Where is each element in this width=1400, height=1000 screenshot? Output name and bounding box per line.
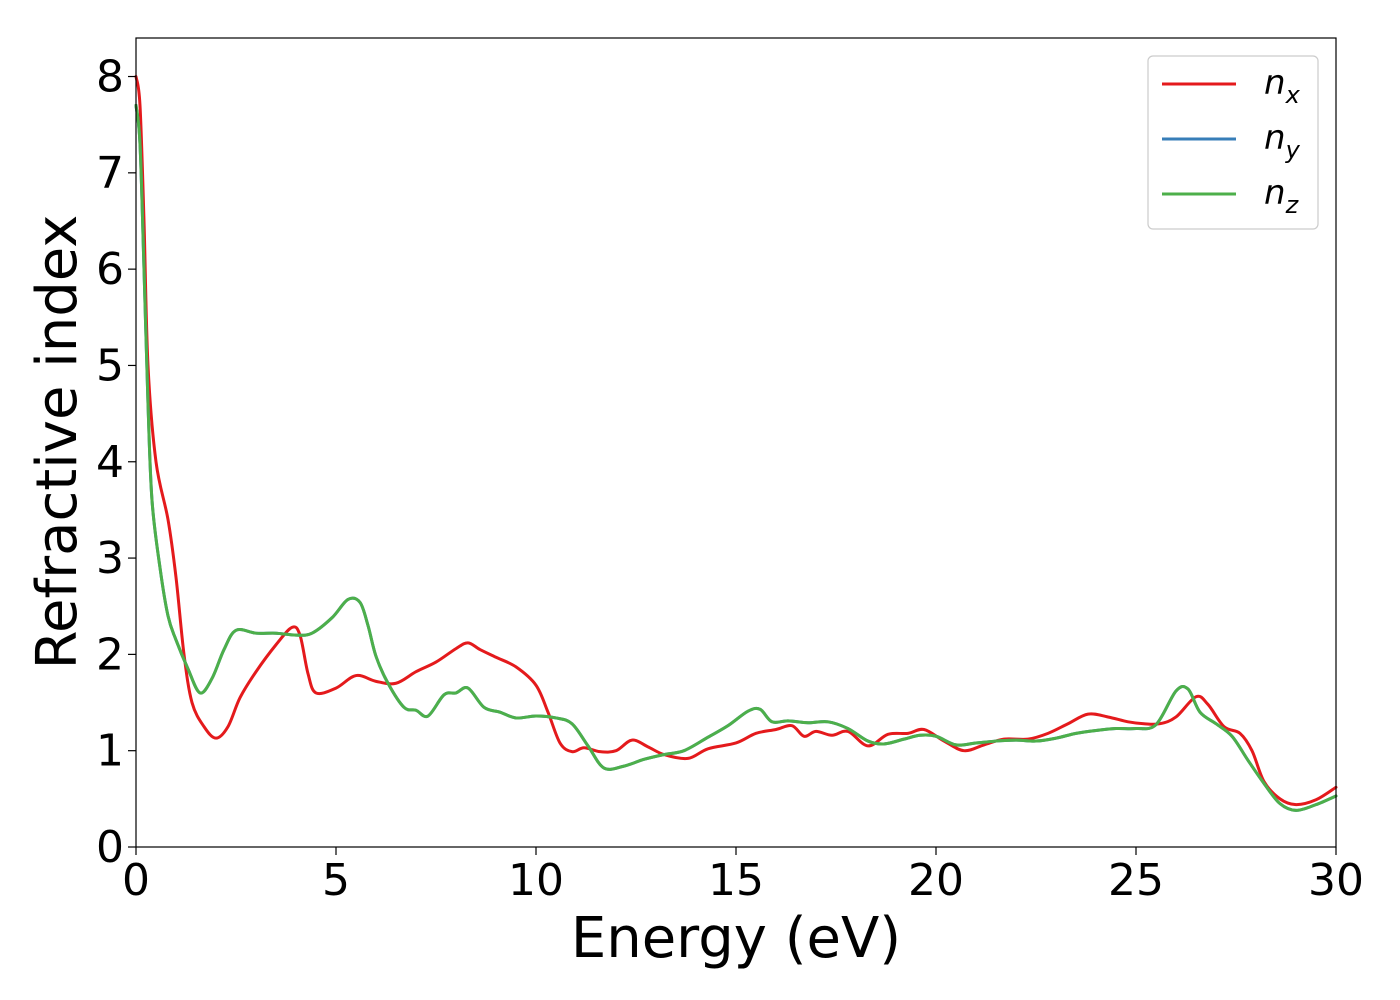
y-tick-label: 4 (96, 437, 124, 488)
x-tick-label: 0 (122, 855, 150, 906)
y-tick-label: 2 (96, 629, 124, 680)
x-tick-label: 15 (708, 855, 764, 906)
series-line-n-z (134, 103, 1338, 812)
series-line-n-x (134, 75, 1338, 807)
y-axis-title: Refractive index (25, 215, 90, 670)
x-tick-label: 5 (322, 855, 350, 906)
y-axis-ticks: 0 1 2 3 4 5 6 7 8 (96, 52, 136, 873)
x-tick-label: 25 (1108, 855, 1164, 906)
x-tick-label: 20 (908, 855, 964, 906)
y-tick-label: 5 (96, 340, 124, 391)
y-tick-label: 0 (96, 822, 124, 873)
x-axis-ticks: 0 5 10 15 20 25 30 (122, 847, 1364, 906)
y-tick-label: 1 (96, 726, 124, 777)
y-tick-label: 3 (96, 533, 124, 584)
y-tick-label: 6 (96, 244, 124, 295)
y-tick-label: 7 (96, 148, 124, 199)
legend-box (1147, 55, 1319, 230)
x-tick-label: 10 (508, 855, 564, 906)
series-layer (134, 75, 1338, 812)
x-axis-title: Energy (eV) (571, 906, 901, 971)
y-tick-label: 8 (96, 52, 124, 103)
x-tick-label: 30 (1308, 855, 1364, 906)
